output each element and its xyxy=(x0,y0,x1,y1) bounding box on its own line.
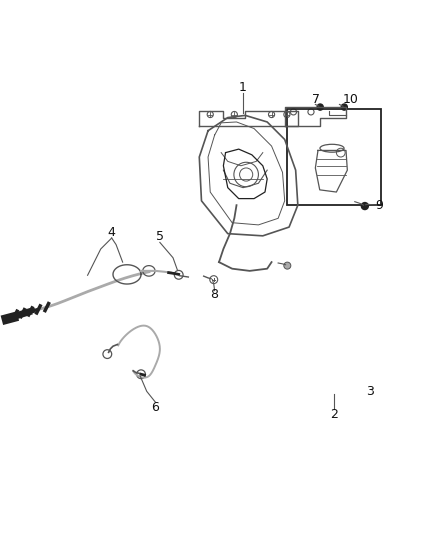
Text: 6: 6 xyxy=(152,401,159,414)
Bar xyxy=(287,109,381,205)
Circle shape xyxy=(284,262,291,269)
Circle shape xyxy=(317,104,323,110)
Text: 5: 5 xyxy=(156,230,164,243)
Text: 8: 8 xyxy=(211,288,219,302)
Text: 3: 3 xyxy=(366,385,374,398)
Text: 10: 10 xyxy=(343,93,358,106)
Text: 9: 9 xyxy=(375,199,383,212)
Circle shape xyxy=(341,104,347,110)
Text: 4: 4 xyxy=(108,226,116,239)
Text: 7: 7 xyxy=(312,93,320,106)
Circle shape xyxy=(361,203,368,209)
Text: 2: 2 xyxy=(330,408,338,421)
Text: 1: 1 xyxy=(239,82,247,94)
